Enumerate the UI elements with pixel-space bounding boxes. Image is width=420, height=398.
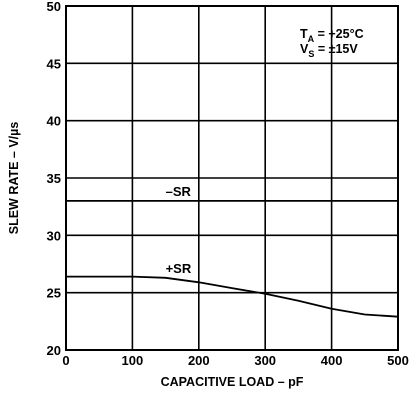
- x-tick-labels: 0 100 200 300 400 500: [62, 353, 408, 368]
- y-tick-labels: 20 25 30 35 40 45 50: [47, 0, 61, 358]
- x-tick-label: 500: [387, 353, 409, 368]
- x-tick-label: 0: [62, 353, 69, 368]
- x-tick-label: 300: [254, 353, 276, 368]
- series-label: –SR: [166, 184, 192, 199]
- y-tick-label: 45: [47, 56, 61, 71]
- y-tick-label: 35: [47, 171, 61, 186]
- y-axis-label: SLEW RATE – V/µs: [7, 122, 21, 235]
- x-tick-label: 100: [122, 353, 144, 368]
- y-tick-label: 30: [47, 228, 61, 243]
- y-tick-label: 20: [47, 343, 61, 358]
- test-conditions: TA = +25°CVS = ±15V: [300, 27, 364, 59]
- grid-lines: [66, 6, 398, 350]
- series-line-pos-sr: [66, 275, 399, 318]
- condition-text: TA = +25°C: [300, 27, 364, 44]
- plot-frame: [65, 5, 399, 351]
- y-tick-label: 25: [47, 286, 61, 301]
- condition-text: VS = ±15V: [300, 42, 358, 59]
- series-group: [66, 199, 399, 318]
- x-tick-label: 400: [321, 353, 343, 368]
- series-label: +SR: [166, 261, 192, 276]
- y-tick-label: 40: [47, 114, 61, 129]
- series-labels: –SR +SR: [166, 184, 192, 276]
- x-tick-label: 200: [188, 353, 210, 368]
- y-tick-label: 50: [47, 0, 61, 14]
- x-axis-label: CAPACITIVE LOAD – pF: [161, 375, 304, 389]
